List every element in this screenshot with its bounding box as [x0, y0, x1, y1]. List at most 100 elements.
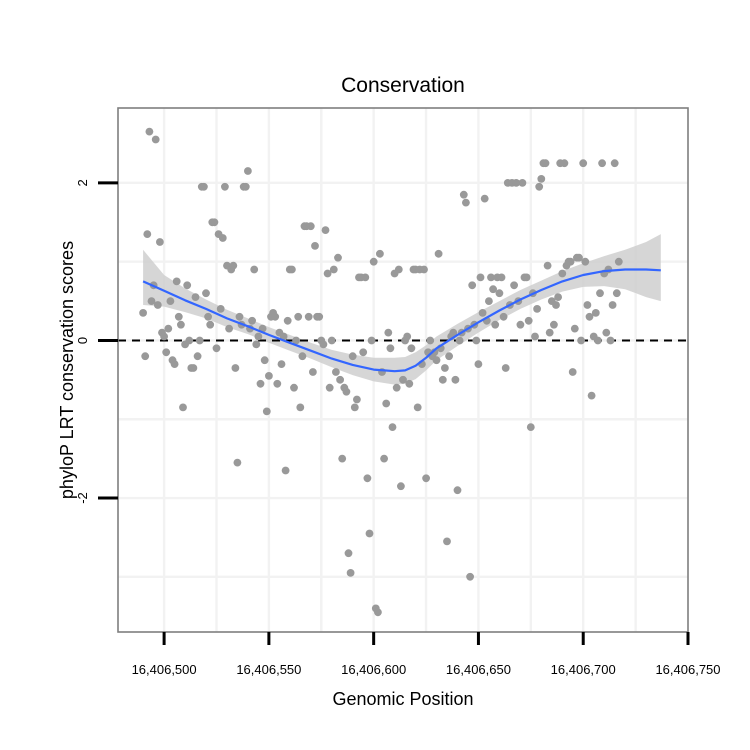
- data-point: [472, 336, 481, 345]
- data-point: [445, 352, 453, 361]
- data-point: [244, 167, 252, 175]
- data-point: [325, 383, 334, 392]
- data-point: [221, 182, 229, 191]
- data-point: [265, 372, 273, 380]
- data-point: [606, 336, 615, 345]
- data-point: [537, 175, 546, 183]
- data-point: [277, 360, 286, 368]
- data-point: [359, 348, 368, 357]
- data-point: [252, 340, 261, 349]
- data-point: [147, 297, 156, 305]
- data-point: [451, 375, 460, 384]
- x-tick-label: 16,406,550: [236, 662, 301, 677]
- data-point: [361, 273, 370, 282]
- data-point: [367, 336, 376, 345]
- data-point: [568, 368, 577, 376]
- data-point: [474, 360, 483, 368]
- data-point: [394, 265, 403, 274]
- data-point: [533, 305, 541, 313]
- data-point: [260, 356, 269, 365]
- data-point: [141, 352, 150, 361]
- data-point: [177, 320, 185, 329]
- data-point: [579, 159, 588, 168]
- smooth-line: [142, 268, 661, 373]
- data-point: [153, 301, 162, 309]
- data-point: [392, 383, 401, 392]
- data-point: [262, 407, 271, 416]
- y-tick-label: 2: [75, 179, 90, 186]
- data-point: [212, 344, 221, 353]
- data-point: [342, 387, 351, 396]
- data-point: [610, 159, 619, 168]
- data-point: [156, 238, 164, 246]
- data-point: [382, 399, 391, 408]
- data-point: [591, 309, 600, 317]
- data-point: [614, 257, 623, 266]
- data-point: [353, 395, 361, 404]
- data-point: [170, 360, 179, 368]
- data-point: [281, 466, 290, 475]
- data-point: [162, 348, 171, 357]
- data-point: [384, 328, 393, 337]
- data-point: [594, 336, 602, 345]
- x-tick-label: 16,406,600: [341, 662, 406, 677]
- data-point: [612, 289, 621, 298]
- data-point: [480, 194, 489, 203]
- data-point: [441, 364, 449, 372]
- data-point: [218, 234, 227, 242]
- data-point: [426, 336, 435, 345]
- data-point: [206, 320, 215, 329]
- y-tick-label: -2: [75, 492, 90, 504]
- data-point: [577, 336, 585, 345]
- data-point: [535, 182, 544, 191]
- data-point: [164, 324, 173, 333]
- data-point: [183, 281, 192, 290]
- data-point: [459, 190, 468, 199]
- data-point: [380, 454, 388, 463]
- data-point: [179, 403, 187, 412]
- data-point: [311, 242, 319, 250]
- data-point: [319, 340, 328, 349]
- data-point: [195, 336, 204, 345]
- data-point: [575, 253, 583, 262]
- data-point: [235, 312, 244, 321]
- data-point: [254, 332, 263, 341]
- data-point: [229, 261, 238, 270]
- y-axis-title: phyloP LRT conservation scores: [57, 241, 77, 499]
- data-point: [554, 293, 562, 301]
- data-point: [233, 458, 242, 467]
- data-point: [455, 336, 464, 345]
- y-tick-label: 0: [75, 337, 90, 344]
- data-point: [323, 269, 332, 278]
- data-point: [321, 226, 330, 235]
- data-point: [294, 312, 303, 321]
- data-point: [570, 324, 579, 333]
- data-point: [191, 293, 200, 301]
- data-point: [336, 375, 344, 384]
- data-point: [204, 312, 213, 321]
- data-point: [290, 383, 298, 392]
- data-point: [399, 375, 407, 384]
- data-point: [193, 352, 202, 361]
- data-point: [476, 273, 485, 282]
- data-point: [369, 257, 378, 266]
- data-point: [271, 312, 280, 321]
- data-point: [338, 454, 347, 463]
- data-point: [374, 608, 382, 617]
- data-point: [250, 265, 259, 274]
- data-point: [348, 352, 357, 361]
- data-point: [432, 356, 441, 365]
- data-point: [522, 273, 531, 282]
- x-tick-label: 16,406,700: [551, 662, 616, 677]
- x-tick-label: 16,406,650: [446, 662, 511, 677]
- y-axis: 2 0 -2: [75, 179, 118, 504]
- data-point: [531, 332, 539, 341]
- data-point: [587, 391, 596, 400]
- data-point: [210, 218, 219, 227]
- data-point: [489, 285, 497, 294]
- panel-border: [117, 107, 689, 633]
- data-point: [487, 273, 495, 282]
- data-point: [241, 182, 250, 191]
- data-point: [518, 179, 527, 187]
